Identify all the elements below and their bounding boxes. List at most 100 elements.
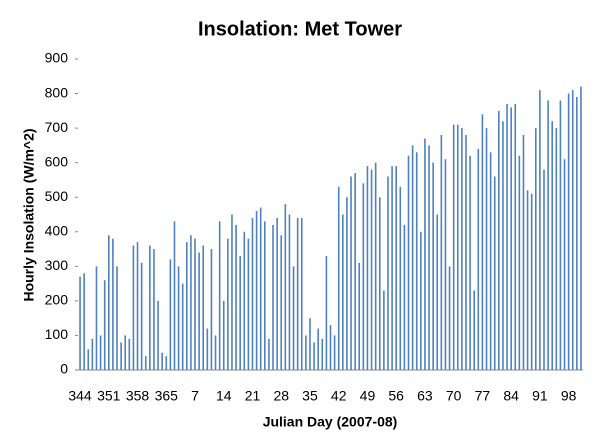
bar bbox=[346, 197, 348, 370]
x-tick-label: 42 bbox=[331, 388, 347, 404]
bar bbox=[514, 103, 517, 370]
bar bbox=[161, 352, 163, 370]
bar bbox=[247, 238, 250, 370]
bar bbox=[395, 166, 397, 370]
y-tick-label: 800 bbox=[45, 84, 69, 100]
bar bbox=[530, 193, 533, 370]
bar bbox=[309, 318, 311, 370]
y-tick-label: 400 bbox=[45, 222, 69, 238]
bar bbox=[157, 300, 159, 370]
bar bbox=[366, 166, 369, 370]
bar bbox=[107, 235, 110, 370]
bar bbox=[181, 283, 184, 370]
bar bbox=[576, 97, 578, 370]
bar bbox=[448, 266, 451, 370]
x-axis-label: Julian Day (2007-08) bbox=[263, 414, 398, 430]
bar bbox=[498, 110, 500, 370]
bar bbox=[259, 207, 262, 370]
bar bbox=[305, 335, 307, 370]
bar bbox=[280, 235, 283, 370]
y-tick-label: 900 bbox=[45, 50, 69, 66]
bar bbox=[313, 342, 315, 370]
bar bbox=[255, 211, 258, 370]
bar bbox=[543, 169, 545, 370]
bar bbox=[235, 224, 237, 370]
bar bbox=[436, 214, 439, 370]
bar bbox=[362, 183, 365, 370]
bar bbox=[567, 93, 570, 371]
bar bbox=[87, 349, 90, 370]
bar bbox=[292, 266, 295, 370]
bar bbox=[374, 162, 377, 370]
bar bbox=[337, 186, 340, 370]
bar bbox=[378, 197, 381, 370]
x-tick-label: 14 bbox=[216, 388, 232, 404]
bar bbox=[465, 135, 467, 370]
bar bbox=[563, 159, 566, 370]
bar bbox=[251, 217, 254, 370]
bar bbox=[268, 338, 270, 370]
bar bbox=[325, 255, 328, 370]
bar bbox=[489, 152, 492, 370]
bar bbox=[440, 135, 443, 370]
bar bbox=[506, 103, 508, 370]
bar bbox=[140, 262, 143, 370]
x-tick-label: 21 bbox=[245, 388, 261, 404]
bar bbox=[407, 155, 410, 370]
bar bbox=[227, 238, 229, 370]
y-tick-label: 500 bbox=[45, 188, 69, 204]
x-tick-label: 49 bbox=[360, 388, 376, 404]
bar bbox=[149, 245, 151, 370]
bar bbox=[518, 155, 521, 370]
bar bbox=[128, 338, 131, 370]
bar bbox=[165, 356, 168, 370]
x-tick-label: 63 bbox=[417, 388, 433, 404]
bar bbox=[399, 186, 402, 370]
x-tick-label: 98 bbox=[561, 388, 577, 404]
bar bbox=[420, 231, 422, 370]
bar bbox=[222, 300, 225, 370]
bar bbox=[288, 214, 291, 370]
bar bbox=[383, 290, 385, 370]
bar bbox=[510, 107, 512, 370]
bar bbox=[461, 128, 463, 370]
bar bbox=[214, 335, 217, 370]
y-axis-label: Hourly Insolation (W/m^2) bbox=[21, 128, 37, 301]
bar bbox=[210, 249, 213, 370]
bar bbox=[485, 128, 488, 370]
bar bbox=[547, 100, 549, 370]
bar bbox=[580, 86, 582, 371]
bar bbox=[551, 121, 554, 370]
bar bbox=[202, 245, 205, 370]
y-tick-label: 700 bbox=[45, 119, 69, 135]
x-tick-label: 77 bbox=[475, 388, 491, 404]
y-tick-label: 0 bbox=[60, 361, 68, 377]
bar bbox=[333, 335, 336, 370]
bar bbox=[264, 221, 266, 370]
bar bbox=[522, 135, 525, 370]
bar bbox=[354, 173, 356, 370]
bar bbox=[415, 152, 418, 370]
bar bbox=[218, 221, 221, 370]
y-tick-label: 600 bbox=[45, 153, 69, 169]
bar bbox=[403, 224, 406, 370]
bar bbox=[300, 217, 303, 370]
bar bbox=[342, 214, 344, 370]
x-tick-label: 70 bbox=[446, 388, 462, 404]
bar bbox=[173, 221, 176, 370]
bar bbox=[186, 242, 188, 370]
x-tick-label: 365 bbox=[155, 388, 179, 404]
bar bbox=[424, 138, 426, 370]
bar bbox=[502, 121, 504, 370]
bar bbox=[83, 273, 85, 370]
bar bbox=[177, 266, 180, 370]
bar bbox=[317, 328, 319, 370]
bar bbox=[116, 266, 118, 370]
bar bbox=[103, 280, 106, 370]
bar bbox=[444, 159, 447, 370]
y-tick-label: 200 bbox=[45, 292, 69, 308]
bar bbox=[428, 145, 430, 370]
bar bbox=[243, 231, 246, 370]
bar bbox=[539, 90, 541, 370]
